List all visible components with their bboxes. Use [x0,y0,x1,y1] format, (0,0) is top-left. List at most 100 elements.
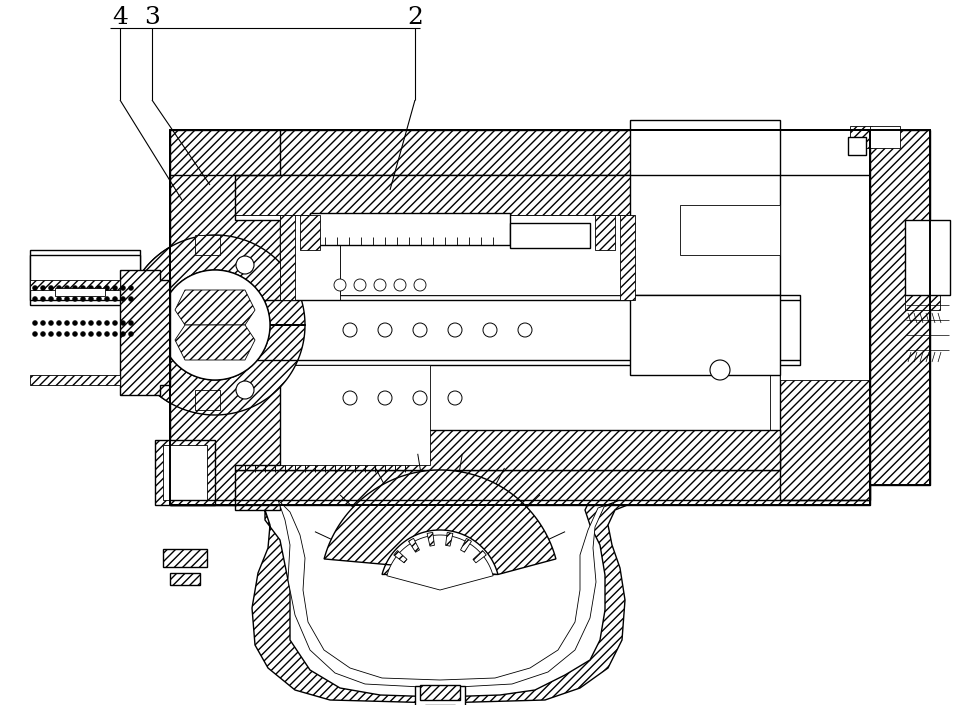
Circle shape [128,286,133,290]
Circle shape [41,286,46,290]
Bar [170,573,200,585]
Bar [620,215,635,300]
Bar [630,120,780,295]
Polygon shape [125,235,305,415]
Bar [280,215,295,300]
Polygon shape [175,325,255,360]
Circle shape [41,331,46,336]
Polygon shape [170,130,280,510]
Text: 2: 2 [407,6,423,30]
Circle shape [236,256,254,274]
Circle shape [96,331,102,336]
Circle shape [56,331,61,336]
Bar [230,175,770,465]
Circle shape [88,321,93,326]
Bar [905,220,950,295]
Bar [195,390,220,410]
Bar [170,130,230,500]
Circle shape [96,321,102,326]
Circle shape [120,286,125,290]
Circle shape [64,297,70,302]
Circle shape [96,297,102,302]
Polygon shape [30,375,120,385]
Circle shape [32,286,38,290]
Circle shape [413,323,427,337]
Polygon shape [120,270,170,395]
Polygon shape [394,551,407,563]
Circle shape [120,297,125,302]
Bar [30,255,140,300]
Bar [170,130,870,175]
Circle shape [88,331,93,336]
Bar [510,223,590,248]
Circle shape [518,323,532,337]
Bar [340,215,640,295]
Circle shape [64,331,70,336]
Bar [905,255,940,310]
Circle shape [81,286,85,290]
Circle shape [73,286,78,290]
Circle shape [32,297,38,302]
Bar [848,137,866,155]
Bar [230,295,800,365]
Bar [850,126,872,148]
Polygon shape [427,532,434,546]
Bar [870,126,900,148]
Bar [300,215,320,250]
Circle shape [343,391,357,405]
Circle shape [49,331,53,336]
Circle shape [374,279,386,291]
Bar [870,130,930,485]
Bar [680,205,780,255]
Circle shape [378,391,392,405]
Circle shape [334,279,346,291]
Bar [163,445,207,500]
Circle shape [32,321,38,326]
Text: 4: 4 [112,6,128,30]
Circle shape [105,286,110,290]
Circle shape [105,331,110,336]
Circle shape [41,321,46,326]
Bar [310,213,510,245]
Circle shape [378,323,392,337]
Circle shape [414,279,426,291]
Circle shape [343,323,357,337]
Circle shape [105,321,110,326]
Circle shape [56,321,61,326]
Circle shape [96,286,102,290]
Circle shape [125,235,305,415]
Polygon shape [170,130,240,175]
Circle shape [56,286,61,290]
Circle shape [354,279,366,291]
Bar [170,470,870,505]
Bar [155,440,215,505]
Circle shape [105,297,110,302]
Bar [780,130,870,500]
Circle shape [128,321,133,326]
Polygon shape [446,532,452,546]
Polygon shape [473,551,486,563]
Bar [170,130,870,505]
Circle shape [113,297,117,302]
Bar [55,288,105,296]
Bar [230,365,430,465]
Bar [280,215,340,300]
Bar [415,686,465,705]
Polygon shape [324,470,556,575]
Circle shape [81,331,85,336]
Bar [630,295,780,375]
Circle shape [394,279,406,291]
Circle shape [483,323,497,337]
Circle shape [128,331,133,336]
Bar [30,250,140,305]
Circle shape [41,297,46,302]
Circle shape [113,321,117,326]
Bar [163,549,207,567]
Circle shape [64,321,70,326]
Circle shape [113,286,117,290]
Bar [195,235,220,255]
Circle shape [49,321,53,326]
Circle shape [120,321,125,326]
Circle shape [236,381,254,399]
Circle shape [448,391,462,405]
